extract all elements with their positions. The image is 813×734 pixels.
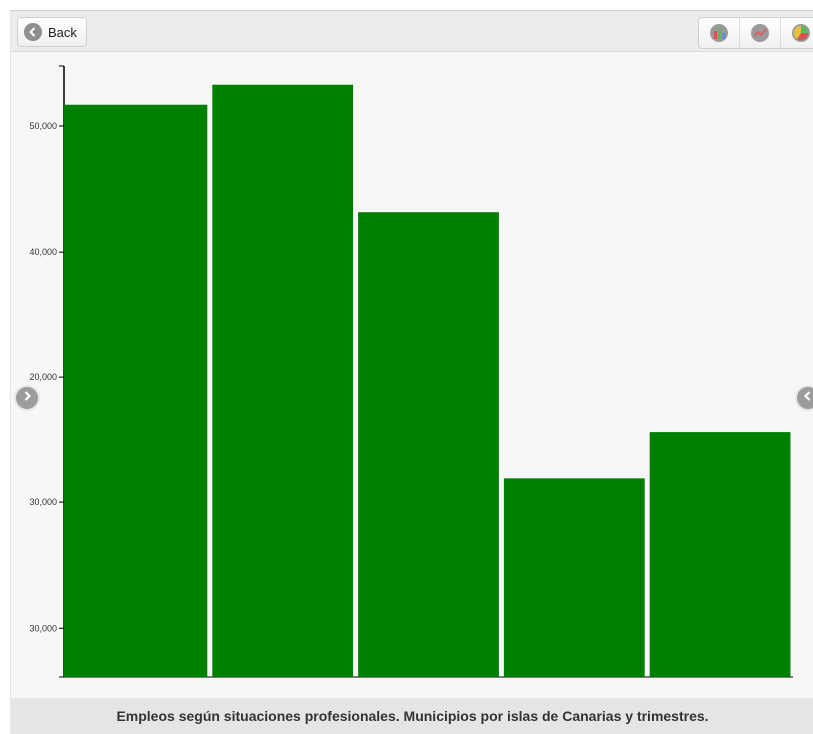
pie-chart-icon: [792, 24, 810, 42]
bar-chart: 30,000 30,000 20,000 40,000 50,000: [29, 65, 793, 678]
y-tick-label: 50,000: [29, 121, 57, 131]
chevron-left-icon: [802, 389, 813, 407]
y-tick-label: 40,000: [29, 247, 57, 257]
line-chart-icon: [751, 24, 769, 42]
chart-window: Back: [10, 10, 813, 734]
y-tick-label: 30,000: [29, 623, 57, 633]
bar-chart-button[interactable]: [699, 18, 740, 48]
chart-caption: Empleos según situaciones profesionales.…: [116, 708, 709, 724]
chart-caption-bar: Empleos según situaciones profesionales.…: [11, 698, 813, 734]
bar-chart-icon: [710, 24, 728, 42]
back-button-label: Back: [48, 24, 77, 40]
previous-chart-button[interactable]: [14, 385, 40, 411]
chart-bar[interactable]: [503, 478, 645, 677]
back-arrow-icon: [24, 23, 42, 41]
back-button[interactable]: Back: [17, 17, 87, 47]
y-tick: 20,000: [29, 372, 64, 382]
y-tick: 30,000: [29, 623, 64, 633]
chart-bar[interactable]: [358, 212, 499, 677]
chart-bar[interactable]: [212, 84, 354, 678]
chart-bar[interactable]: [64, 104, 208, 678]
toolbar: Back: [11, 11, 813, 52]
y-tick-label: 30,000: [29, 497, 57, 507]
y-tick: 40,000: [29, 247, 64, 257]
next-chart-button[interactable]: [795, 385, 813, 411]
chart-bar[interactable]: [649, 432, 791, 677]
chevron-right-icon: [21, 389, 33, 407]
line-chart-button[interactable]: [740, 18, 781, 48]
y-tick: 30,000: [29, 497, 64, 507]
chart-type-switcher: [698, 17, 813, 49]
pie-chart-button[interactable]: [781, 18, 813, 48]
y-tick-label: 20,000: [29, 372, 57, 382]
y-tick: 50,000: [29, 121, 64, 131]
